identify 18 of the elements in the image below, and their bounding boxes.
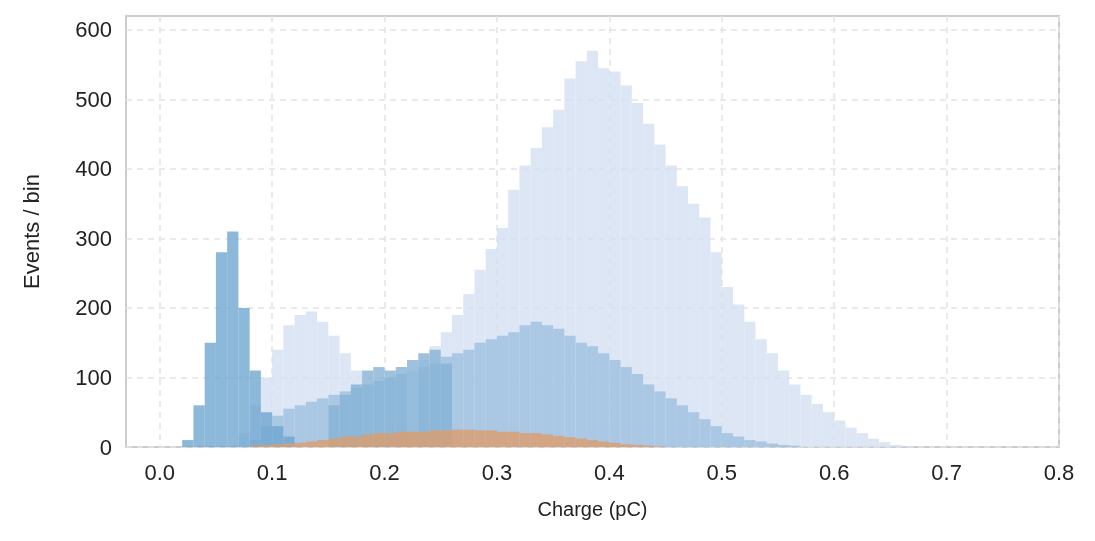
x-tick-label: 0.2 (369, 459, 400, 485)
x-tick-label: 0.1 (256, 459, 288, 485)
y-tick-label: 300 (75, 225, 112, 251)
y-tick-label: 600 (75, 17, 112, 43)
x-axis-title: Charge (pC) (537, 498, 648, 520)
y-tick-label: 100 (75, 364, 112, 390)
x-tick-label: 0.5 (706, 459, 738, 485)
y-tick-label: 200 (75, 295, 112, 321)
y-tick-label: 0 (99, 434, 112, 460)
x-tick-label: 0.4 (594, 459, 625, 485)
y-tick-label: 400 (75, 156, 112, 182)
y-axis-title: Events / bin (18, 174, 44, 289)
x-tick-label: 0.8 (1043, 459, 1075, 485)
x-tick-label: 0.6 (818, 459, 850, 485)
x-tick-label: 0.7 (931, 459, 962, 485)
x-tick-label: 0.0 (144, 459, 176, 485)
x-tick-label: 0.3 (481, 459, 513, 485)
y-tick-label: 500 (75, 86, 112, 112)
